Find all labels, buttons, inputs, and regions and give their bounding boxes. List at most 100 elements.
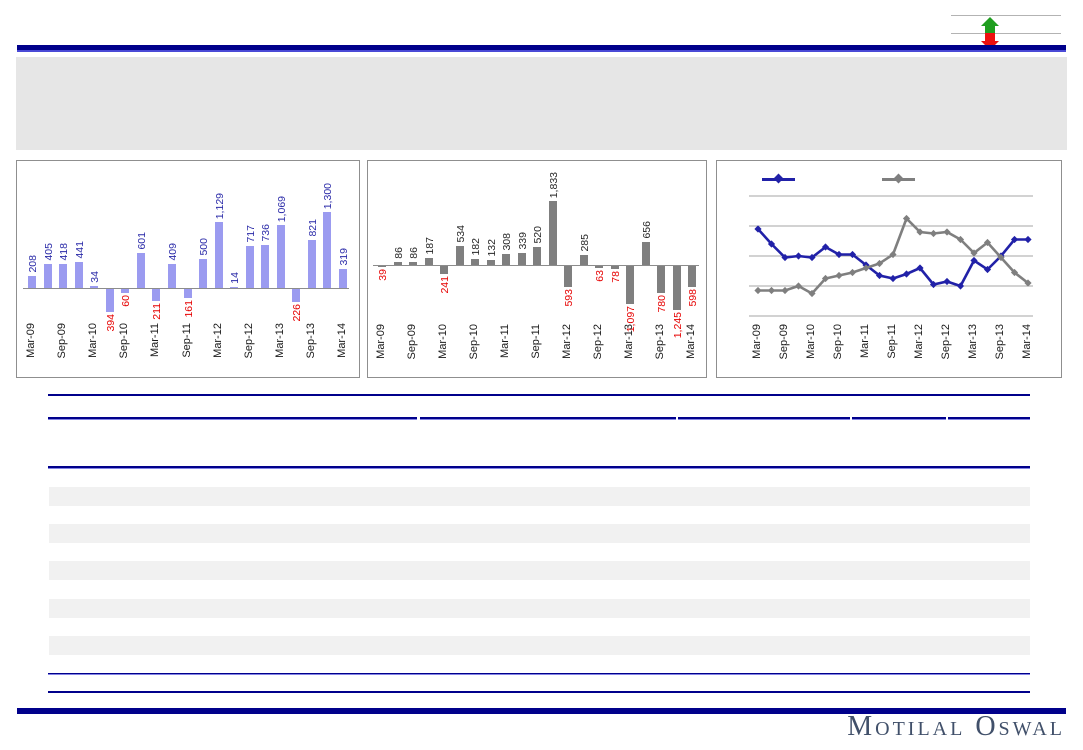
indicator-upper-line xyxy=(951,15,1061,16)
bar-value-label: 418 xyxy=(58,243,71,261)
bar xyxy=(424,258,433,265)
right-line-chart-plot: Mar-09 Sep-09 Mar-10 Sep-10 Mar-11 Sep-11 Mar-… xyxy=(717,161,1061,377)
column-header-underline-5 xyxy=(948,417,1030,419)
gray-series-marker xyxy=(862,264,870,272)
blue-series-marker xyxy=(848,250,857,259)
gray-series-marker xyxy=(1010,268,1019,277)
up-arrow-icon xyxy=(985,25,995,33)
x-tick-label: Mar-10 xyxy=(805,324,817,359)
bar xyxy=(136,253,145,288)
bar xyxy=(688,266,696,287)
x-tick-label: Sep-10 xyxy=(468,324,480,360)
bar-value-label: 241 xyxy=(439,276,451,294)
bar-value-label: 308 xyxy=(501,233,513,251)
x-tick-label: Sep-13 xyxy=(994,324,1006,360)
x-tick-label: Sep-09 xyxy=(406,324,418,360)
bar xyxy=(168,264,176,288)
x-tick-label: Mar-13 xyxy=(273,323,286,358)
bar-value-label: 208 xyxy=(27,255,39,273)
table-footer-rule xyxy=(48,691,1030,693)
chart-legend xyxy=(717,171,1061,187)
row-stripe xyxy=(49,599,1030,618)
blue-series-marker xyxy=(983,265,992,274)
bar xyxy=(393,262,402,265)
gray-series-marker xyxy=(875,259,884,268)
bar-value-label: 736 xyxy=(260,224,273,242)
bar xyxy=(610,266,619,269)
blue-series-marker xyxy=(970,256,978,265)
bar-value-label: 394 xyxy=(104,314,117,332)
gray-series-marker xyxy=(754,286,762,295)
bar-value-label: 161 xyxy=(182,300,195,318)
bar xyxy=(183,289,192,298)
gray-series-marker xyxy=(983,238,992,247)
legend-blue-series-sample xyxy=(762,173,795,184)
bar-value-label: 656 xyxy=(640,221,653,239)
column-header-underline-3 xyxy=(678,417,850,419)
x-axis-line xyxy=(23,288,349,289)
bar xyxy=(455,246,464,265)
bar-value-label: 1,129 xyxy=(213,192,226,219)
table-subheader-rule xyxy=(48,466,1030,468)
bar xyxy=(307,240,316,288)
x-tick-label: Sep-09 xyxy=(778,324,790,360)
bar xyxy=(214,222,223,288)
bar-value-label: 132 xyxy=(485,239,498,257)
bar xyxy=(43,264,52,288)
bar-value-label: 14 xyxy=(229,272,242,284)
bar-value-label: 319 xyxy=(338,248,350,266)
bar xyxy=(378,266,386,267)
blue-series-marker xyxy=(943,277,951,286)
blue-series-marker xyxy=(1024,235,1032,244)
x-tick-label: Sep-11 xyxy=(530,324,542,359)
column-header-underline-4 xyxy=(852,417,946,419)
bar-value-label: 500 xyxy=(198,238,211,256)
bar xyxy=(564,266,572,287)
bar-value-label: 86 xyxy=(408,247,420,259)
blue-series-marker xyxy=(902,270,911,278)
blue-series-marker xyxy=(956,282,965,290)
bar-value-label: 1,069 xyxy=(275,195,288,222)
page-bottom-rule xyxy=(17,708,1066,714)
bar xyxy=(502,254,510,265)
x-tick-label: Mar-14 xyxy=(685,324,697,359)
indicator-lower-line xyxy=(951,33,1061,34)
up-arrow-icon xyxy=(981,17,999,26)
bar xyxy=(121,289,130,293)
x-tick-label: Mar-14 xyxy=(1021,324,1033,359)
bar-value-label: 63 xyxy=(594,270,606,282)
bar-value-label: 520 xyxy=(532,226,544,244)
column-header-underline-2 xyxy=(420,417,676,419)
gray-series-marker xyxy=(943,228,951,236)
row-stripe xyxy=(49,487,1030,506)
gray-series-marker xyxy=(835,271,843,280)
gray-series-marker xyxy=(808,289,816,298)
row-stripe xyxy=(49,561,1030,580)
x-tick-label: Sep-09 xyxy=(56,323,69,359)
bar xyxy=(276,225,285,288)
blue-series-marker xyxy=(754,225,762,233)
x-tick-label: Mar-13 xyxy=(967,324,979,359)
blue-series-marker xyxy=(889,274,897,283)
bar-value-label: 717 xyxy=(244,225,257,243)
bar-value-label: 339 xyxy=(516,232,529,250)
blue-series-marker xyxy=(794,252,803,260)
bar-value-label: 182 xyxy=(470,238,482,256)
blue-series-marker xyxy=(916,264,924,272)
x-tick-label: Mar-10 xyxy=(87,323,100,358)
row-stripe xyxy=(49,636,1030,655)
right-line-chart-panel: Mar-09 Sep-09 Mar-10 Sep-10 Mar-11 Sep-11 Mar-… xyxy=(716,160,1062,378)
bar xyxy=(90,286,99,288)
down-arrow-icon xyxy=(985,33,995,41)
bar xyxy=(28,276,36,288)
bar xyxy=(323,212,332,288)
bar xyxy=(152,289,161,301)
gray-series-marker xyxy=(916,228,924,236)
gray-series-marker xyxy=(956,235,965,244)
bar xyxy=(245,246,254,288)
bar-value-label: 598 xyxy=(687,289,699,307)
x-tick-label: Mar-09 xyxy=(375,324,387,359)
x-tick-label: Mar-13 xyxy=(623,324,635,359)
x-axis-line xyxy=(373,265,699,266)
x-tick-label: Sep-12 xyxy=(940,324,952,360)
